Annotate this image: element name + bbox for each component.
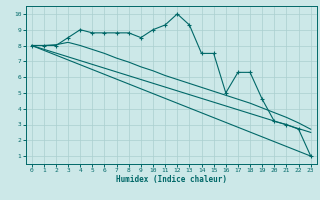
X-axis label: Humidex (Indice chaleur): Humidex (Indice chaleur)	[116, 175, 227, 184]
